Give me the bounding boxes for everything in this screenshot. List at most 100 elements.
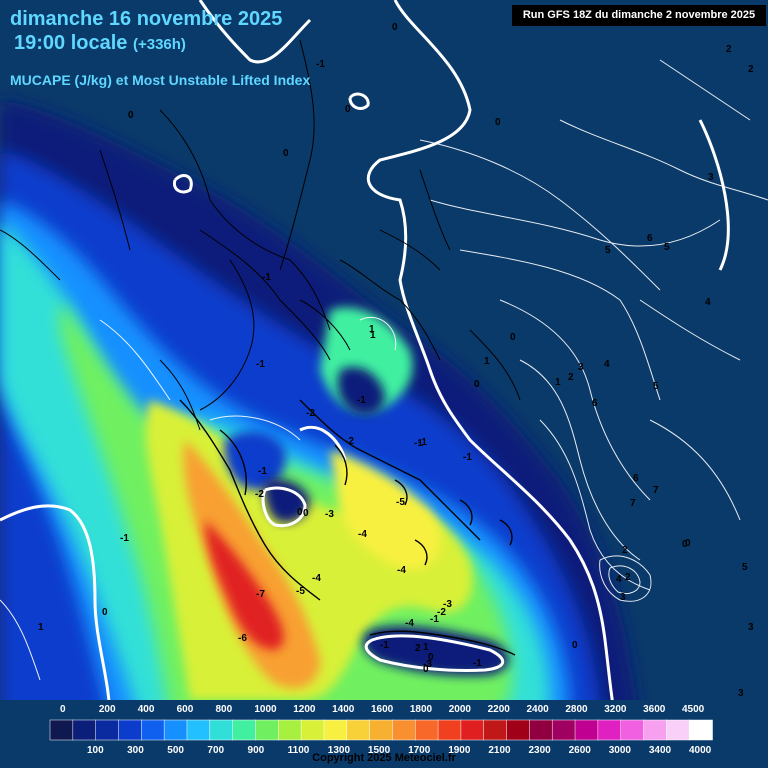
li-label: -4 (312, 573, 321, 584)
li-label: -1 (418, 437, 427, 448)
colorbar-swatch (232, 719, 257, 741)
li-label: 0 (102, 607, 108, 618)
colorbar-swatch (506, 719, 531, 741)
colorbar-top-label: 3600 (643, 704, 666, 715)
li-label: 0 (428, 652, 434, 663)
border-6 (379, 229, 441, 271)
li-label: 5 (664, 242, 670, 253)
li-label: 0 (392, 22, 398, 33)
colorbar-swatch (95, 719, 120, 741)
zero-isoline-north (198, 0, 312, 64)
colorbar-bottom-label: 2300 (528, 745, 551, 756)
li-label: 5 (605, 245, 611, 256)
zero-isoline-pocket (261, 486, 307, 528)
li-label: 0 (297, 507, 303, 518)
colorbar-bottom-label: 3000 (608, 745, 631, 756)
li-label: 0 (303, 508, 309, 519)
colorbar-swatch (460, 719, 485, 741)
colorbar-swatch (688, 719, 713, 741)
colorbar-swatch (551, 719, 576, 741)
colorbar-top-label: 2400 (526, 704, 549, 715)
colorbar-swatch (255, 719, 280, 741)
cape-area-yellow (145, 400, 473, 700)
coast-5 (334, 444, 348, 486)
contour-14 (209, 415, 301, 441)
li-label: -4 (358, 529, 367, 540)
colorbar-bottom-label: 300 (127, 745, 144, 756)
colorbar-swatch (529, 719, 553, 741)
colorbar-swatch (597, 719, 622, 741)
lifted-index-labels: 0 0 0 0 0 -1 -1 -1 -1 -2 -2 -1 -1 -2 -3 … (16, 22, 754, 766)
colorbar-swatch (141, 719, 165, 741)
zero-isoline-island (364, 634, 504, 673)
colorbar-top-label: 1000 (254, 704, 277, 715)
border-5 (339, 259, 441, 361)
li-label: 1 (484, 356, 490, 367)
li-label: 0 (345, 104, 351, 115)
colorbar-top-label: 2800 (565, 704, 588, 715)
li-label: 3 (738, 688, 744, 699)
colorbar-bottom-label: 1900 (448, 745, 471, 756)
colorbar-top-label: 200 (98, 704, 116, 715)
zero-isoline-nw (299, 425, 347, 461)
colorbar-swatch (118, 719, 143, 741)
li-label: 1 (38, 622, 44, 633)
coast-6 (394, 479, 408, 506)
li-label: -5 (396, 497, 405, 508)
colorbar-swatch (643, 719, 668, 741)
li-label: 0 (423, 664, 429, 675)
li-label: 0 (283, 148, 289, 159)
colorbar-swatch (186, 719, 211, 741)
colorbar-bottom-label: 900 (247, 745, 265, 756)
country-borders (0, 39, 521, 431)
colorbar-top-label: 600 (176, 704, 194, 715)
border-1 (159, 109, 331, 331)
coast-3 (299, 399, 481, 541)
colorbar-top-label: 400 (137, 704, 155, 715)
li-label: 0 (685, 538, 691, 549)
li-zero-isolines (0, 0, 730, 741)
colorbar-swatch (666, 719, 690, 741)
zero-isoline-main (367, 0, 622, 741)
contour-3 (459, 249, 661, 401)
li-label: 5 (653, 381, 659, 392)
colorbar-top-label: 1800 (409, 704, 433, 715)
li-label: -1 (414, 438, 423, 449)
li-label: 4 (604, 359, 610, 370)
colorbar-bottom-label: 2100 (488, 745, 511, 756)
contour-2 (429, 199, 721, 247)
li-label: 7 (653, 485, 659, 496)
li-label: -1 (316, 59, 325, 70)
li-label: 3 (620, 592, 626, 603)
colorbar-top-label: 800 (215, 704, 233, 715)
li-label: 3 (748, 622, 754, 633)
contour-12 (649, 419, 741, 521)
li-label: 3 (708, 172, 714, 183)
colorbar-swatch (163, 719, 188, 741)
contour-16 (0, 599, 41, 681)
colorbar-bottom-label: 1700 (408, 745, 431, 756)
contour-9 (659, 59, 751, 121)
li-label: 2 (726, 44, 732, 55)
li-label: 6 (647, 233, 653, 244)
border-11 (0, 229, 61, 281)
contour-1 (419, 139, 661, 291)
border-8 (159, 359, 201, 431)
coast-1 (179, 399, 321, 601)
contour-5 (519, 359, 641, 561)
li-label: 0 (495, 117, 501, 128)
li-label: -3 (423, 659, 432, 670)
colorbar-swatch (437, 719, 462, 741)
li-label: 6 (592, 398, 598, 409)
zero-isoline-west (0, 504, 112, 721)
coast-4 (369, 630, 516, 656)
colorbar-bottom-label: 3400 (648, 745, 672, 756)
cape-area-dark-pocket3 (337, 366, 385, 415)
map-time-value: 19:00 locale (14, 32, 128, 54)
li-label: 2 (622, 545, 628, 556)
colorbar-swatch (278, 719, 302, 741)
coast-2 (219, 429, 247, 496)
colorbar-swatch (369, 719, 394, 741)
colorbar-bottom-label: 1100 (287, 745, 310, 756)
cape-area-dark-pocket (264, 478, 310, 523)
